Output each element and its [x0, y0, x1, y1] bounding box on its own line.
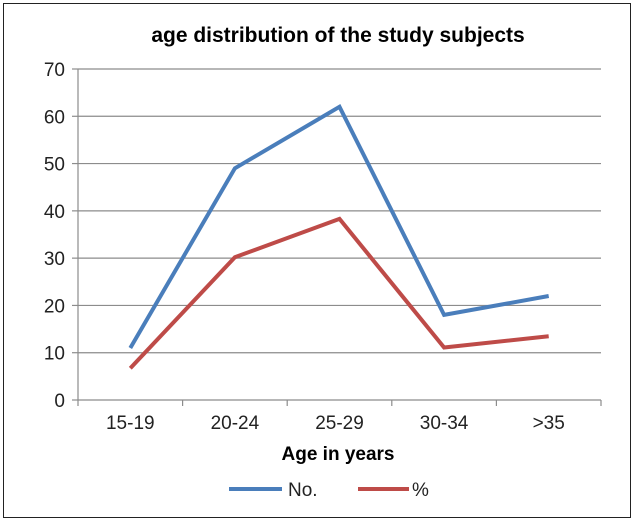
x-axis-ticks: 15-19 20-24 25-29 30-34 >35	[77, 400, 602, 434]
y-tick-label: 20	[44, 296, 65, 317]
x-tick-label: 15-19	[106, 413, 155, 434]
legend-label: %	[412, 480, 429, 501]
series-line-0	[128, 103, 550, 350]
y-tick-label: 0	[54, 391, 65, 412]
x-axis-label: Age in years	[282, 444, 395, 465]
series-line-1	[128, 216, 549, 370]
y-tick-label: 70	[44, 60, 65, 81]
axes	[77, 69, 601, 401]
y-tick-label: 10	[44, 344, 65, 365]
series-lines	[128, 103, 550, 370]
x-tick-label: 30-34	[420, 413, 469, 434]
y-axis-ticks: 0 10 20 30 40 50 60 70	[44, 60, 78, 412]
y-tick-label: 30	[44, 249, 65, 270]
x-tick-label: >35	[533, 413, 565, 434]
chart-title: age distribution of the study subjects	[151, 24, 524, 47]
gridlines	[78, 68, 601, 354]
y-tick-label: 40	[44, 202, 65, 223]
y-tick-label: 60	[44, 107, 65, 128]
x-tick-label: 20-24	[211, 413, 260, 434]
y-tick-label: 50	[44, 155, 65, 176]
x-tick-label: 25-29	[315, 413, 364, 434]
chart-frame	[3, 3, 631, 518]
legend-label: No.	[288, 480, 318, 501]
legend: No.%	[229, 480, 429, 501]
